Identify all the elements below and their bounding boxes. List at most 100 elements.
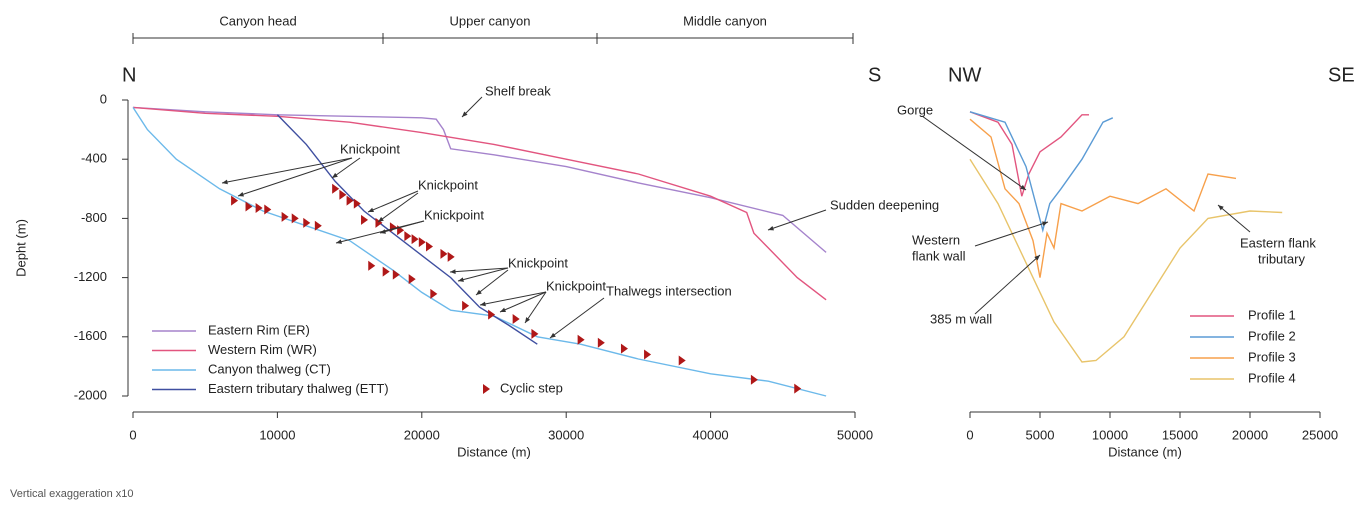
cyclic-step: [375, 217, 383, 228]
arrow-head: [1034, 255, 1040, 261]
annotation: Knickpoint: [508, 255, 568, 270]
cyclic-step: [264, 204, 272, 215]
annotation: Knickpoint: [424, 207, 484, 222]
legend-marker: [483, 384, 490, 394]
y-tick-label: -1600: [74, 328, 107, 343]
cyclic-step: [332, 183, 340, 194]
direction-label: N: [122, 64, 136, 86]
arrow-line: [475, 269, 509, 296]
cyclic-step: [361, 214, 369, 225]
cyclic-step: [339, 189, 347, 200]
arrow-head: [336, 239, 342, 244]
cyclic-step: [255, 203, 263, 214]
arrow-line: [499, 291, 547, 313]
arrow-head: [1042, 221, 1048, 226]
cyclic-step: [418, 237, 426, 248]
arrow-head: [450, 269, 456, 274]
cyclic-step: [382, 266, 390, 277]
annotation: Western: [912, 232, 960, 247]
x-axis-label: Distance (m): [1108, 444, 1182, 459]
x-tick-label: 10000: [1092, 427, 1128, 442]
series-line: [132, 107, 827, 397]
x-tick-label: 20000: [1232, 427, 1268, 442]
arrow-line: [367, 190, 419, 213]
direction-label: S: [868, 64, 881, 86]
cyclic-step: [430, 288, 438, 299]
cyclic-step: [392, 269, 400, 280]
legend-label: Canyon thalweg (CT): [208, 361, 331, 376]
arrow-head: [378, 216, 384, 222]
arrow-head: [222, 179, 228, 185]
arrow-line: [549, 297, 605, 339]
arrow-head: [1020, 184, 1026, 190]
section-label: Upper canyon: [450, 13, 531, 28]
series-line: [969, 158, 1283, 363]
cyclic-step: [408, 274, 416, 285]
legend-label: Profile 2: [1248, 328, 1296, 343]
cyclic-step: [620, 343, 628, 354]
arrow-head: [332, 172, 338, 178]
x-tick-label: 10000: [259, 427, 295, 442]
arrow-head: [1218, 205, 1224, 211]
arrow-head: [500, 307, 506, 312]
arrow-line: [377, 192, 419, 223]
arrow-line: [237, 157, 353, 197]
series-line: [132, 106, 827, 301]
cyclic-step: [281, 211, 289, 222]
arrow-head: [238, 192, 244, 197]
cyclic-step: [597, 337, 605, 348]
x-tick-label: 5000: [1026, 427, 1055, 442]
series-line: [969, 118, 1237, 278]
cyclic-step: [531, 328, 539, 339]
cyclic-step: [411, 234, 419, 245]
legend-label: Profile 4: [1248, 370, 1296, 385]
legend-label: Eastern tributary thalweg (ETT): [208, 381, 389, 396]
annotation: flank wall: [912, 248, 966, 263]
annotation: Sudden deepening: [830, 197, 939, 212]
legend-label: Profile 3: [1248, 349, 1296, 364]
y-axis-label: Depht (m): [13, 219, 28, 277]
direction-label: NW: [948, 64, 981, 86]
cyclic-step: [389, 222, 397, 233]
arrow-line: [221, 157, 353, 184]
cyclic-step: [291, 213, 299, 224]
note: Vertical exaggeration x10: [10, 488, 134, 500]
arrow-head: [476, 289, 482, 295]
cyclic-step: [512, 314, 520, 325]
y-tick-label: -400: [81, 151, 107, 166]
cyclic-step: [404, 231, 412, 242]
arrow-line: [767, 209, 827, 231]
arrow-line: [974, 221, 1049, 247]
arrow-line: [524, 291, 547, 324]
annotation: tributary: [1258, 251, 1305, 266]
legend-label: Profile 1: [1248, 307, 1296, 322]
y-tick-label: 0: [100, 91, 107, 106]
y-tick-label: -1200: [74, 269, 107, 284]
arrow-line: [449, 267, 509, 273]
cyclic-step: [577, 334, 585, 345]
series-line: [276, 114, 538, 345]
x-tick-label: 40000: [693, 427, 729, 442]
section-label: Canyon head: [219, 13, 296, 28]
arrow-head: [368, 207, 374, 213]
x-axis-label: Distance (m): [457, 444, 531, 459]
annotation: Shelf break: [485, 83, 551, 98]
y-tick-label: -2000: [74, 387, 107, 402]
cyclic-step: [368, 260, 376, 271]
x-tick-label: 25000: [1302, 427, 1338, 442]
cyclic-step: [462, 300, 470, 311]
arrow-line: [921, 115, 1027, 191]
arrow-head: [525, 317, 531, 323]
series-line: [969, 111, 1089, 197]
x-tick-label: 50000: [837, 427, 873, 442]
annotation: Knickpoint: [546, 278, 606, 293]
annotation: Thalwegs intersection: [606, 283, 732, 298]
arrow-head: [768, 225, 774, 231]
cyclic-step: [245, 201, 253, 212]
cyclic-step: [353, 198, 361, 209]
cyclic-step: [440, 248, 448, 259]
annotation: 385 m wall: [930, 311, 992, 326]
arrow-head: [550, 332, 556, 338]
series-line: [132, 106, 827, 253]
